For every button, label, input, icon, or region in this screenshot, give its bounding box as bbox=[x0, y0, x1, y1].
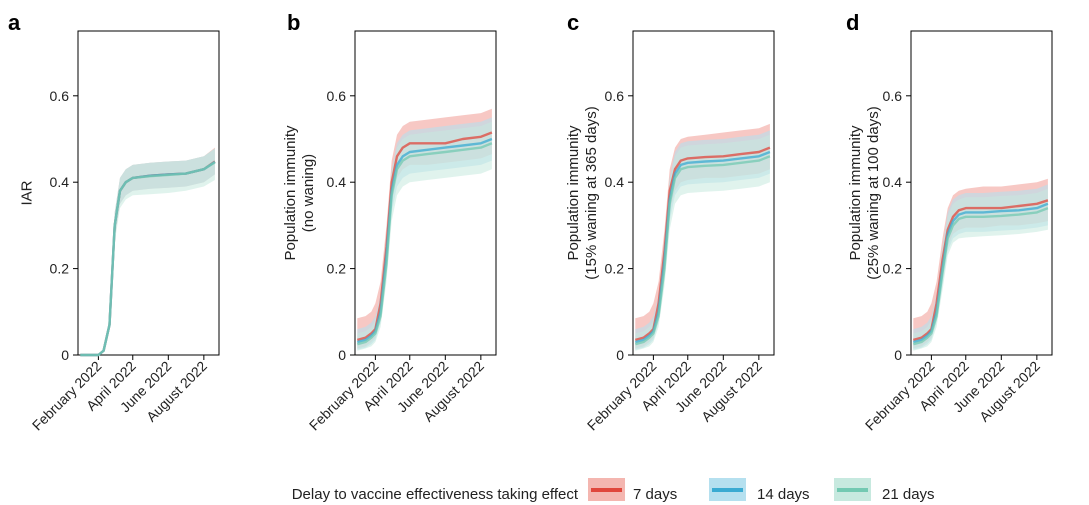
legend: Delay to vaccine effectiveness taking ef… bbox=[292, 478, 935, 503]
line-c-7-days bbox=[634, 146, 771, 342]
line-c-21-days bbox=[634, 155, 771, 346]
band-c-21-days bbox=[635, 134, 770, 351]
band-a-21-days bbox=[80, 148, 215, 355]
y-axis-label-c: Population immunity(15% waning at 365 da… bbox=[565, 106, 600, 279]
y-tick-label-a-2: 0.4 bbox=[50, 174, 70, 190]
y-tick-label-d-2: 0.4 bbox=[883, 174, 903, 190]
line-c-14-days bbox=[635, 150, 771, 344]
panel-letter-c: c bbox=[567, 10, 579, 35]
y-tick-label-b-0: 0 bbox=[338, 347, 346, 363]
legend-label-21-days: 21 days bbox=[882, 486, 935, 503]
y-tick-label-c-0: 0 bbox=[616, 347, 624, 363]
line-d-21-days bbox=[912, 206, 1049, 346]
legend-entry-14-days: 14 days bbox=[709, 478, 810, 503]
y-tick-label-a-0: 0 bbox=[61, 347, 69, 363]
legend-label-7-days: 7 days bbox=[633, 486, 677, 503]
panel-letter-a: a bbox=[8, 10, 21, 35]
legend-entry-7-days: 7 days bbox=[588, 478, 677, 503]
y-tick-label-d-1: 0.2 bbox=[883, 261, 903, 277]
y-axis-label-b: Population immunity(no waning) bbox=[282, 125, 317, 261]
axes-frame-b bbox=[354, 30, 497, 356]
y-tick-label-c-1: 0.2 bbox=[605, 261, 625, 277]
y-tick-label-b-1: 0.2 bbox=[327, 261, 347, 277]
legend-label-14-days: 14 days bbox=[757, 486, 810, 503]
panel-letter-b: b bbox=[287, 10, 300, 35]
y-tick-label-b-3: 0.6 bbox=[327, 88, 347, 104]
line-a-21-days bbox=[80, 161, 216, 357]
legend-title: Delay to vaccine effectiveness taking ef… bbox=[292, 486, 579, 503]
y-tick-label-a-1: 0.2 bbox=[50, 261, 70, 277]
y-tick-label-b-2: 0.4 bbox=[327, 174, 347, 190]
line-b-21-days bbox=[356, 142, 493, 346]
panel-letter-d: d bbox=[846, 10, 859, 35]
axes-frame-a bbox=[77, 30, 220, 356]
axes-frame-d bbox=[910, 30, 1053, 356]
y-tick-label-c-2: 0.4 bbox=[605, 174, 625, 190]
band-c-7-days bbox=[635, 123, 770, 349]
line-d-7-days bbox=[912, 199, 1049, 342]
y-tick-label-d-3: 0.6 bbox=[883, 88, 903, 104]
y-axis-label-a: IAR bbox=[18, 180, 35, 205]
y-axis-label-d: Population immunity(25% waning at 100 da… bbox=[847, 106, 882, 279]
axes-frame-c bbox=[632, 30, 775, 356]
line-d-14-days bbox=[913, 202, 1049, 344]
y-tick-label-d-0: 0 bbox=[894, 347, 902, 363]
line-b-14-days bbox=[357, 137, 493, 344]
y-tick-label-a-3: 0.6 bbox=[50, 88, 70, 104]
line-b-7-days bbox=[356, 131, 493, 342]
legend-entry-21-days: 21 days bbox=[834, 478, 935, 503]
y-tick-label-c-3: 0.6 bbox=[605, 88, 625, 104]
